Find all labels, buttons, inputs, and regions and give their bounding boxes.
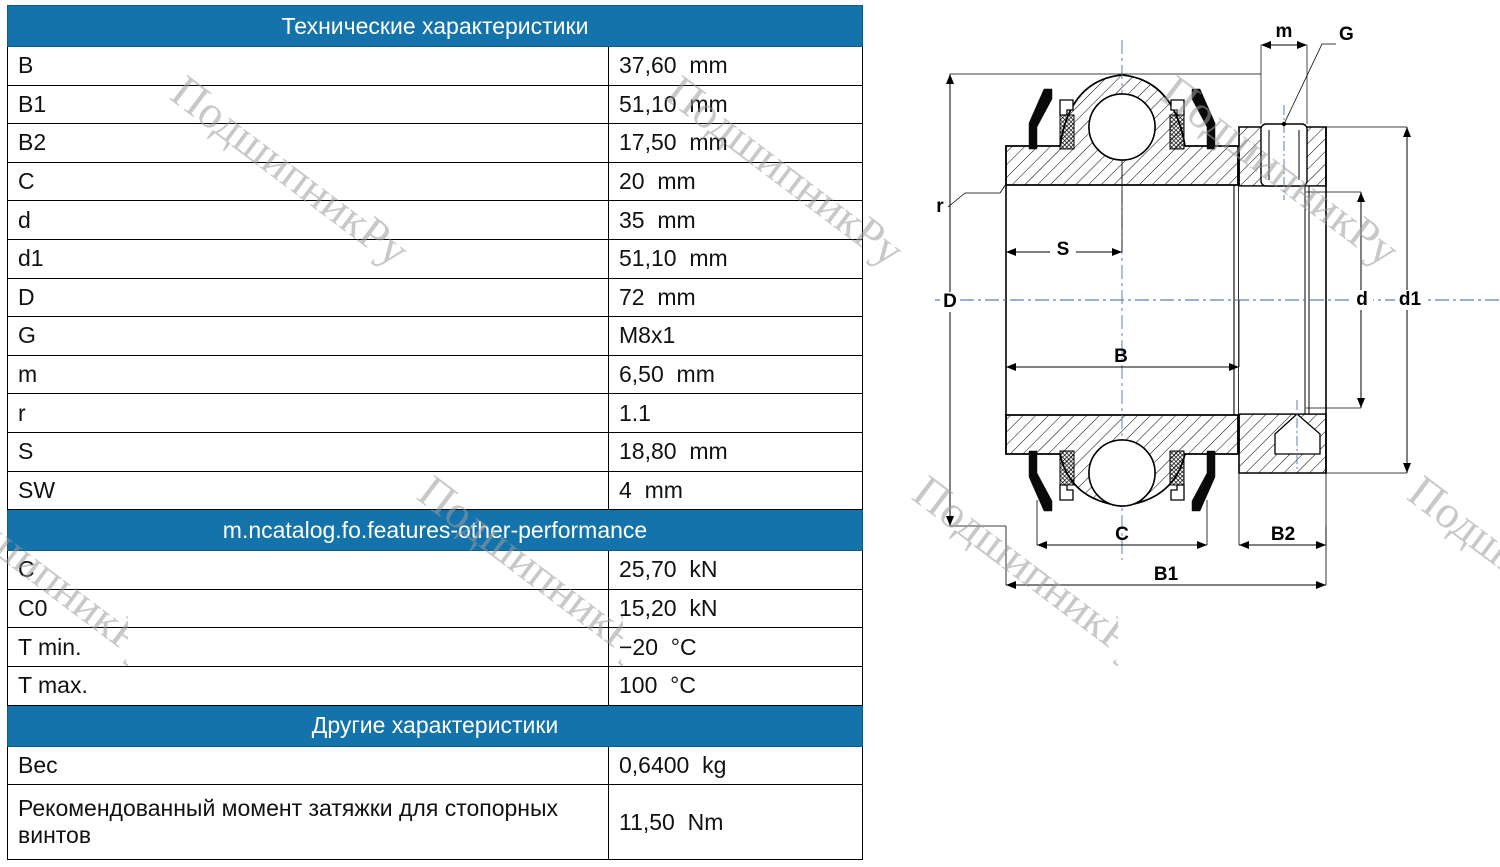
svg-text:B2: B2 — [1271, 524, 1295, 545]
svg-text:d1: d1 — [1399, 289, 1422, 310]
svg-text:r: r — [936, 196, 944, 217]
svg-text:G: G — [1339, 24, 1354, 45]
svg-text:B: B — [1114, 346, 1128, 367]
svg-text:S: S — [1057, 239, 1070, 260]
svg-text:C: C — [1115, 524, 1129, 545]
svg-text:m: m — [1276, 21, 1293, 42]
svg-text:d: d — [1356, 289, 1368, 310]
svg-text:D: D — [943, 291, 957, 312]
svg-text:B1: B1 — [1154, 564, 1179, 585]
